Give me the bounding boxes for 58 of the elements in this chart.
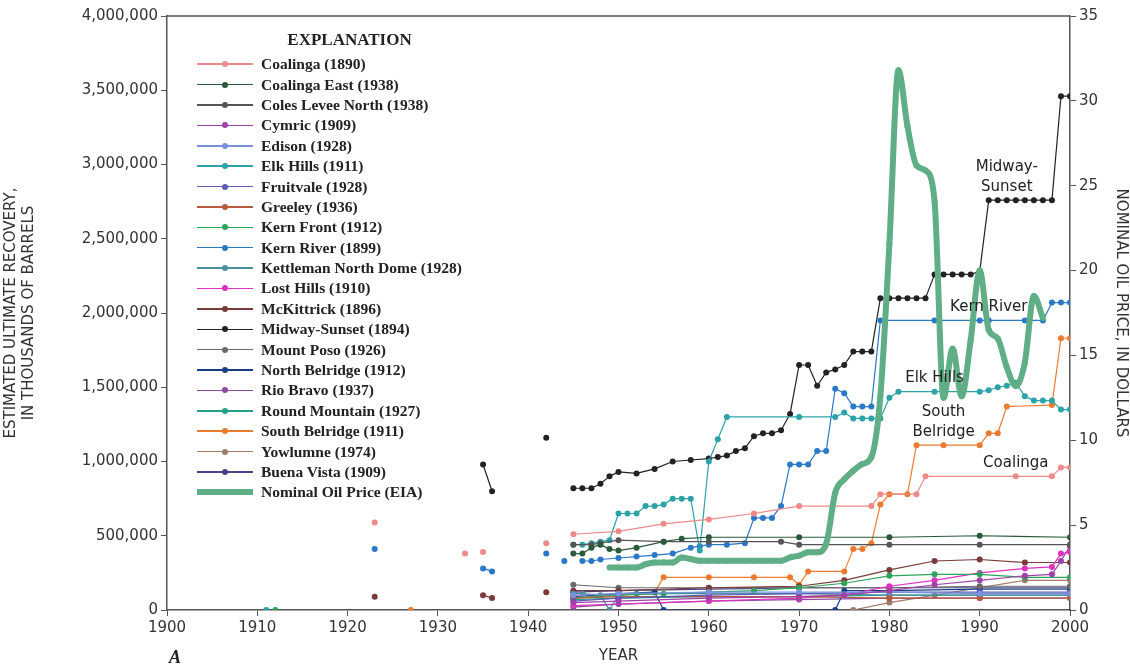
legend-label: South Belridge (1911) [261,422,404,441]
legend-label: Mount Poso (1926) [261,340,386,359]
y-tick-label: 500,000 [95,525,158,544]
legend-label: Yowlumne (1974) [261,442,376,461]
legend-label: Lost Hills (1910) [261,279,371,298]
legend-label: Cymric (1909) [261,116,357,135]
y-axis-title: ESTIMATED ULTIMATE RECOVERY, IN THOUSANDS OF BARRELS [0,187,37,439]
legend-label: Kettleman North Dome (1928) [261,259,463,278]
legend-label: Greeley (1936) [261,197,358,216]
legend-label: Kern River (1899) [261,238,382,257]
y2-tick-label: 15 [1079,345,1099,364]
y-tick-label: 4,000,000 [81,5,158,24]
legend-label: North Belridge (1912) [261,361,406,380]
annotation: Coalinga [983,452,1049,471]
x-axis-title: YEAR [597,645,639,664]
x-tick-label: 1990 [960,617,999,636]
y-tick-label: 2,500,000 [81,228,158,247]
y2-tick-label: 35 [1079,5,1099,24]
legend-label: Fruitvale (1928) [261,177,368,196]
x-tick-label: 1940 [509,617,548,636]
legend-label: Coalinga (1890) [261,55,366,74]
y-tick-label: 3,000,000 [81,154,158,173]
legend-label: Rio Bravo (1937) [261,381,374,400]
x-tick-label: 1900 [147,617,187,636]
x-tick-label: 2000 [1050,617,1090,636]
x-tick-label: 1970 [780,617,819,636]
x-tick-label: 1910 [238,617,277,636]
y2-tick-label: 10 [1079,430,1099,449]
y-tick-label: 2,000,000 [81,302,158,321]
y2-tick-label: 30 [1079,90,1099,109]
legend-label: McKittrick (1896) [261,299,382,318]
legend-label: Edison (1928) [261,136,352,155]
legend-title: EXPLANATION [286,30,413,50]
x-tick-label: 1980 [870,617,909,636]
annotation: Midway-Sunset [975,156,1038,195]
y2-axis-title: NOMINAL OIL PRICE, IN DOLLARS [1113,188,1130,438]
x-tick-label: 1930 [418,617,457,636]
y-tick-label: 1,000,000 [81,451,158,470]
legend-label: Elk Hills (1911) [261,157,364,176]
x-tick-label: 1920 [328,617,367,636]
legend-label: Midway-Sunset (1894) [261,320,410,339]
y-tick-label: 1,500,000 [81,377,158,396]
annotation: South Belridge [912,401,975,440]
y2-tick-label: 20 [1079,260,1099,279]
legend-label: Kern Front (1912) [261,218,383,237]
y2-tick-label: 25 [1079,175,1099,194]
x-tick-label: 1960 [689,617,728,636]
y2-tick-label: 5 [1079,515,1089,534]
legend-label: Round Mountain (1927) [261,401,421,420]
y2-tick-label: 0 [1079,599,1089,618]
y-tick-label: 0 [148,599,158,618]
legend-label: Nominal Oil Price (EIA) [261,483,423,502]
y-tick-label: 3,500,000 [81,80,158,99]
x-tick-label: 1950 [599,617,638,636]
legend-label: Coalinga East (1938) [261,75,399,94]
legend-label: Buena Vista (1909) [261,463,386,481]
text: A [168,646,182,667]
legend-label: Coles Levee North (1938) [261,95,429,114]
